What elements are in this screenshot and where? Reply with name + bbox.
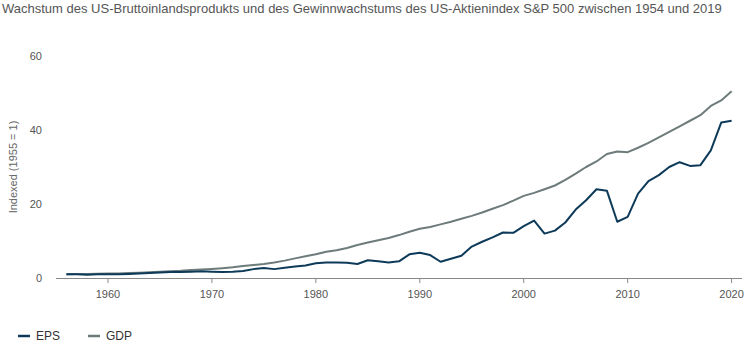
x-tick-label: 1970 xyxy=(200,288,224,300)
x-tick xyxy=(211,278,212,283)
x-tick xyxy=(731,278,732,283)
x-tick xyxy=(107,278,108,283)
x-tick-label: 1960 xyxy=(96,288,120,300)
x-tick-label: 1980 xyxy=(304,288,328,300)
x-tick xyxy=(315,278,316,283)
y-axis-line xyxy=(56,56,57,278)
legend-swatch xyxy=(18,335,30,338)
legend-label: EPS xyxy=(36,329,60,343)
legend-label: GDP xyxy=(106,329,132,343)
y-axis-label: Indexed (1955 = 1) xyxy=(7,121,19,214)
title: Wachstum des US-Bruttoinlandsprodukts un… xyxy=(2,0,738,17)
x-tick xyxy=(419,278,420,283)
x-axis-line xyxy=(56,278,742,279)
y-tick-label: 20 xyxy=(30,198,42,210)
x-tick-label: 2010 xyxy=(615,288,639,300)
x-tick xyxy=(523,278,524,283)
y-tick-label: 60 xyxy=(30,50,42,62)
x-tick-label: 2020 xyxy=(719,288,743,300)
x-tick xyxy=(627,278,628,283)
series-line xyxy=(66,121,731,275)
y-tick-label: 40 xyxy=(30,124,42,136)
chart: 0 20 40 60 Indexed (1955 = 1) 1960 1970 1980 199… xyxy=(0,0,744,349)
series-line xyxy=(66,91,731,274)
series-group xyxy=(66,91,731,275)
x-tick-label: 2000 xyxy=(511,288,535,300)
x-tick-label: 1990 xyxy=(408,288,432,300)
legend-swatch xyxy=(88,335,100,338)
y-tick-label: 0 xyxy=(36,272,42,284)
